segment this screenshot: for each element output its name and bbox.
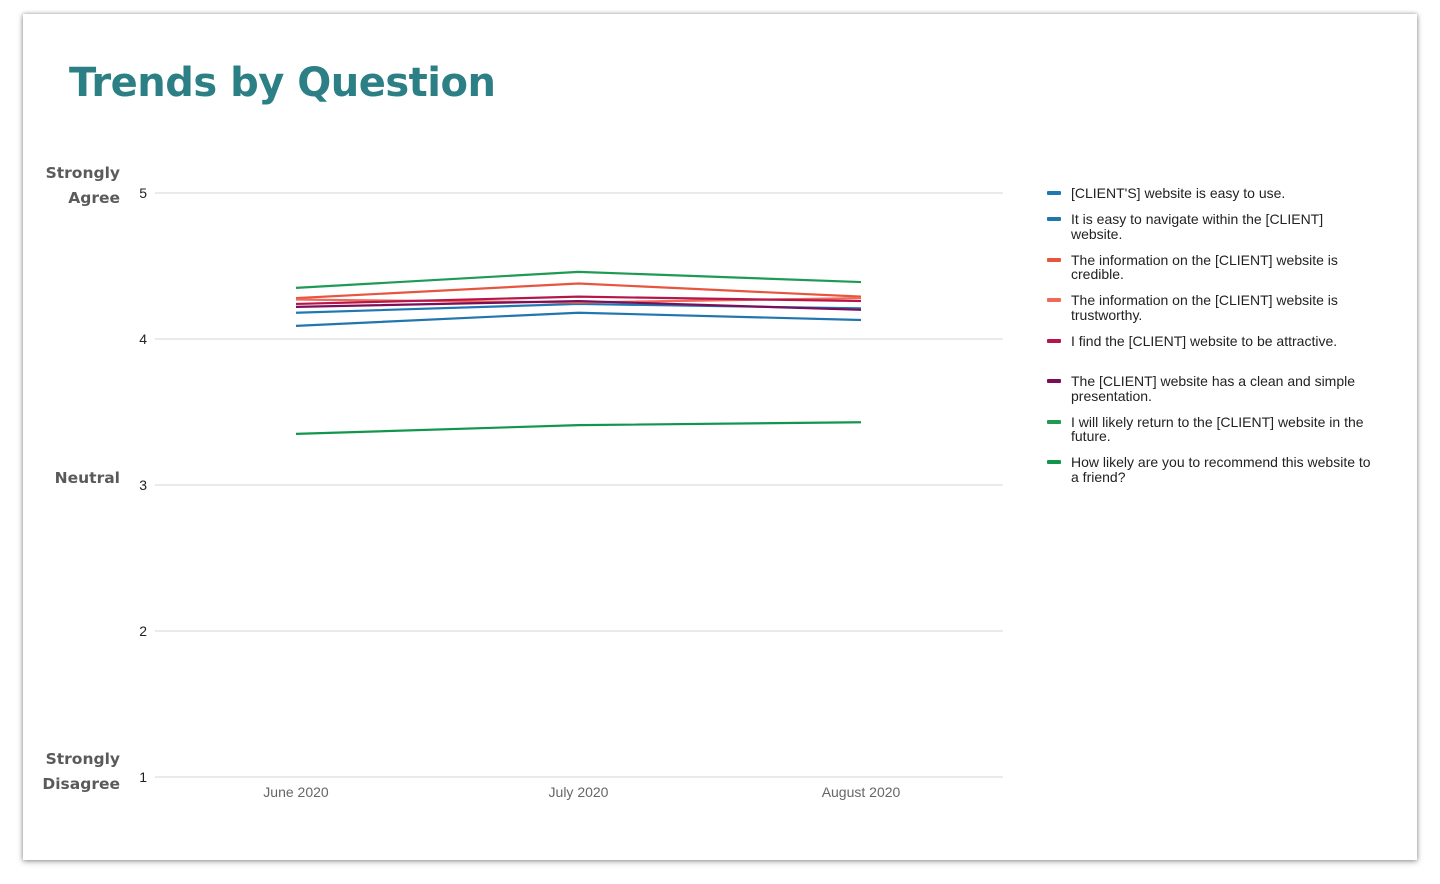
legend-label: The [CLIENT] website has a clean and sim… xyxy=(1071,373,1356,404)
legend-label: The information on the [CLIENT] website … xyxy=(1071,251,1338,282)
y-tick-label: 3 xyxy=(139,477,147,493)
legend-swatch xyxy=(1047,257,1061,262)
legend-label: I will likely return to the [CLIENT] web… xyxy=(1071,413,1364,444)
legend-swatch xyxy=(1047,191,1061,195)
x-tick-label: June 2020 xyxy=(263,784,329,800)
legend-item-5: I find the [CLIENT] website to be attrac… xyxy=(1047,332,1377,363)
legend-item-4: The information on the [CLIENT] website … xyxy=(1047,293,1377,322)
legend-label: How likely are you to recommend this web… xyxy=(1071,454,1371,485)
legend-swatch xyxy=(1047,338,1061,343)
y-scale-label: Strongly Disagree xyxy=(42,750,120,793)
legend-item-7: I will likely return to the [CLIENT] web… xyxy=(1047,413,1377,444)
legend-swatch xyxy=(1047,419,1061,424)
x-tick-label: July 2020 xyxy=(549,784,609,800)
series-line-8 xyxy=(295,421,862,435)
legend-item-6: The [CLIENT] website has a clean and sim… xyxy=(1047,374,1377,403)
legend-swatch xyxy=(1047,460,1061,464)
line-chart: 1 2 3 4 5 June 2020 July 2020 August 2020 xyxy=(139,185,1003,800)
series-line-7 xyxy=(295,270,862,289)
legend-swatch xyxy=(1047,379,1061,383)
legend-label: It is easy to navigate within the [CLIEN… xyxy=(1071,211,1324,242)
y-scale-label: Neutral xyxy=(54,469,120,487)
legend-item-1: [CLIENT'S] website is easy to use. xyxy=(1047,186,1377,201)
page-title: Trends by Question xyxy=(69,60,496,106)
series-line-6 xyxy=(295,299,862,311)
legend-swatch xyxy=(1047,217,1061,221)
y-tick-label: 5 xyxy=(139,185,147,201)
legend-item-2: It is easy to navigate within the [CLIEN… xyxy=(1047,212,1377,241)
y-tick-label: 2 xyxy=(139,623,147,639)
legend-label: The information on the [CLIENT] website … xyxy=(1071,292,1338,323)
series-line-5 xyxy=(295,295,862,306)
y-tick-label: 4 xyxy=(139,331,147,347)
legend-label: I find the [CLIENT] website to be attrac… xyxy=(1071,332,1338,349)
series-line-2 xyxy=(295,311,862,327)
series-line-3 xyxy=(295,282,862,300)
legend-label: [CLIENT'S] website is easy to use. xyxy=(1071,185,1286,201)
slide: Trends by Question Strongly Agree Neutral… xyxy=(23,14,1417,860)
legend-item-8: How likely are you to recommend this web… xyxy=(1047,455,1377,484)
y-scale-label: Strongly Agree xyxy=(45,164,120,207)
legend-item-3: The information on the [CLIENT] website … xyxy=(1047,251,1377,282)
chart-legend: [CLIENT'S] website is easy to use. It is … xyxy=(1047,186,1377,496)
x-tick-label: August 2020 xyxy=(822,784,901,800)
legend-swatch xyxy=(1047,298,1061,302)
y-tick-label: 1 xyxy=(139,769,147,785)
